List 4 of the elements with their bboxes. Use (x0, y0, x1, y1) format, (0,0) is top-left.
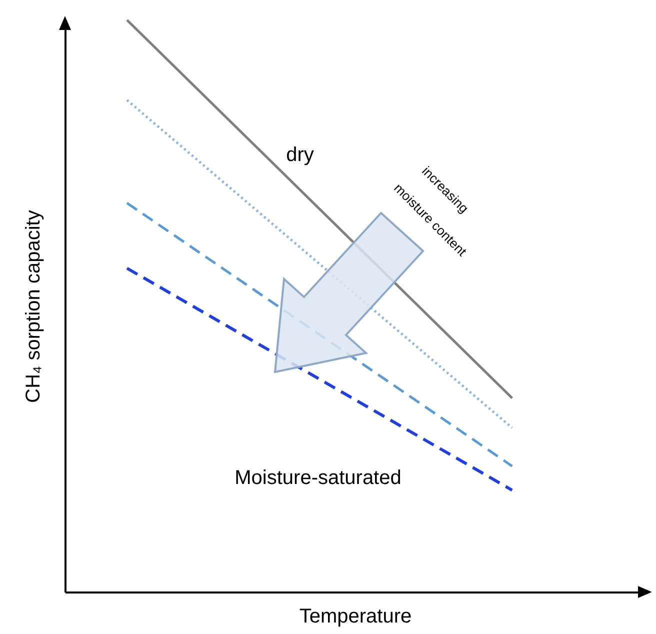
series-label: Moisture-saturated (234, 467, 402, 489)
y-axis-title: CH₄ sorption capacity (22, 210, 44, 403)
x-axis-title: Temperature (299, 606, 412, 628)
series-label: dry (286, 144, 314, 166)
